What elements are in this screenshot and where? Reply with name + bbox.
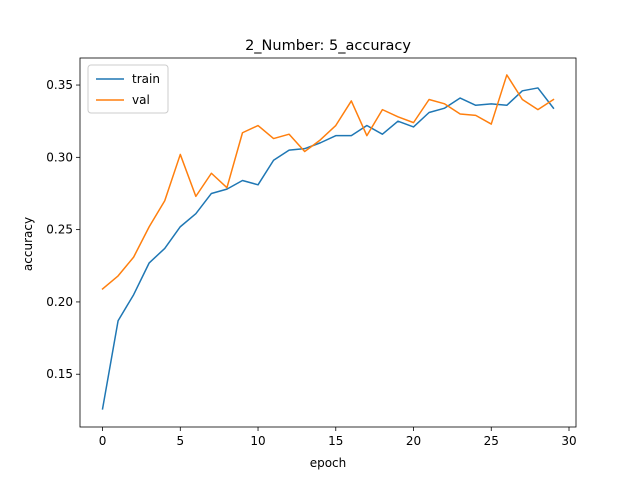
legend-label-val: val <box>132 93 150 107</box>
y-tick-label: 0.25 <box>46 223 73 237</box>
series-line-val <box>101 74 555 290</box>
x-tick-label: 5 <box>176 434 184 448</box>
x-axis-label: epoch <box>310 456 347 470</box>
series-line-train <box>101 87 555 410</box>
y-tick-label: 0.20 <box>46 295 73 309</box>
x-tick-label: 15 <box>328 434 343 448</box>
x-tick-label: 25 <box>484 434 499 448</box>
y-tick-label: 0.30 <box>46 150 73 164</box>
legend <box>87 64 169 114</box>
chart-title: 2_Number: 5_accuracy <box>245 38 411 54</box>
y-tick-label: 0.15 <box>46 367 73 381</box>
plot-area: 0 5 10 15 20 25 30 0.15 0.20 0.25 0.30 0.35 train val <box>46 57 577 448</box>
x-tick-label: 30 <box>561 434 576 448</box>
y-axis-label: accuracy <box>21 217 35 271</box>
axes-frame <box>79 57 577 428</box>
x-tick-label: 10 <box>250 434 265 448</box>
legend-label-train: train <box>132 72 160 86</box>
x-tick-label: 20 <box>406 434 421 448</box>
x-tick-label: 0 <box>99 434 107 448</box>
y-tick-label: 0.35 <box>46 78 73 92</box>
